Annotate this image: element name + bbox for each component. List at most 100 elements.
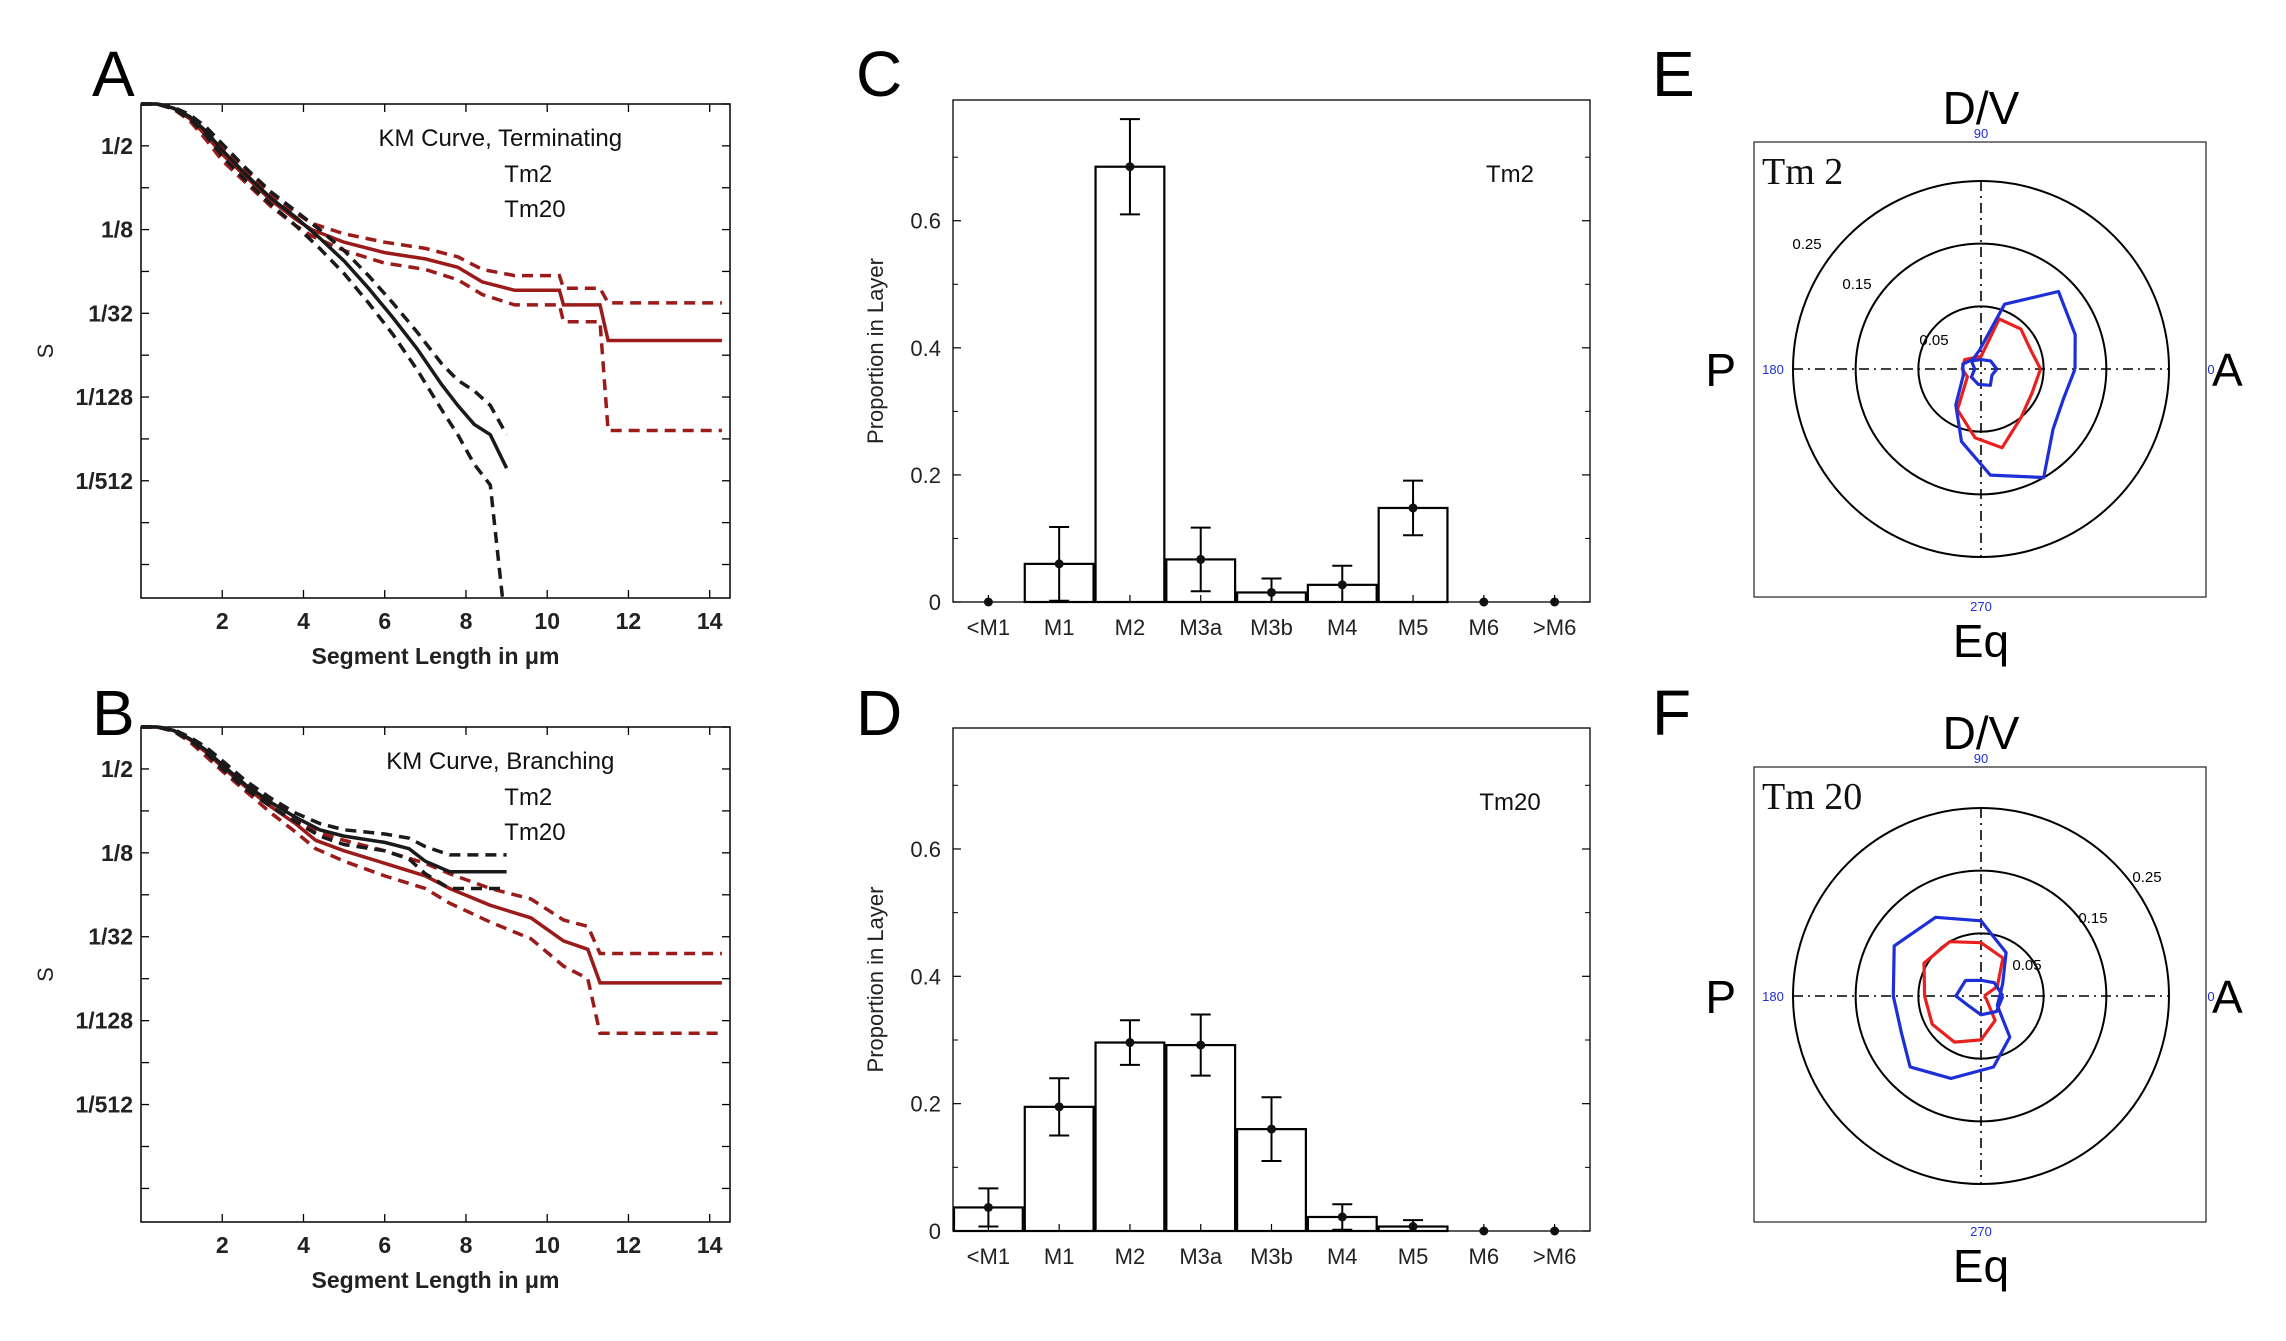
x-tick-label: M1	[1044, 615, 1075, 640]
y-tick-label: 0.6	[910, 209, 941, 234]
x-axis-label: Segment Length in μm	[312, 643, 560, 669]
x-tick-label: M6	[1469, 615, 1500, 640]
x-tick-label: M5	[1398, 1244, 1429, 1269]
angle-label-90: 90	[1974, 126, 1988, 141]
x-tick-label: M4	[1327, 615, 1358, 640]
angle-label-270: 270	[1970, 599, 1992, 614]
compass-label-p: P	[1705, 971, 1736, 1023]
polar-chart-tm20: 0.05 0.15 0.25 90 270 180 0 D/V Eq P A Tm 20	[1705, 707, 2243, 1292]
polar-ring	[1792, 180, 2170, 558]
bar-chart-tm20: 0 0.2 0.4 0.6 <M1 M1 M2 M3a M3b M4 M5 M6 >M6 Tm20 Prop…	[863, 727, 1591, 1269]
x-tick-label: 4	[297, 1232, 310, 1258]
x-tick-label: M6	[1469, 1244, 1500, 1269]
x-tick-label: 14	[697, 608, 723, 634]
bar-M2	[1094, 1041, 1166, 1233]
ring-label: 0.15	[2078, 910, 2107, 927]
polar-frame	[1753, 141, 2207, 598]
x-tick-label: M3b	[1250, 1244, 1293, 1269]
series-tm20-upper-ci	[141, 102, 509, 436]
mean-marker	[1337, 1212, 1347, 1222]
x-tick-label: 2	[216, 1232, 229, 1258]
y-tick-label: 1/128	[75, 384, 133, 410]
bar-M3a	[1165, 1043, 1237, 1233]
y-tick-label: 1/2	[101, 756, 133, 782]
x-tick-label: >M6	[1533, 615, 1576, 640]
x-tick-label: 8	[460, 1232, 473, 1258]
panel-label-f: F	[1652, 677, 1691, 749]
y-tick-label: 1/128	[75, 1008, 133, 1034]
compass-label-eq: Eq	[1953, 615, 2009, 667]
ring-label: 0.25	[2132, 869, 2161, 886]
plot-frame	[140, 726, 731, 1223]
y-tick-label: 1/512	[75, 468, 133, 494]
series-tm2-upper-ci	[141, 725, 722, 956]
angle-label-0: 0	[2207, 362, 2214, 377]
x-tick-label: M5	[1398, 615, 1429, 640]
polar-ring	[1792, 807, 2170, 1185]
x-tick-label: 12	[616, 608, 642, 634]
mean-marker	[1267, 587, 1276, 597]
series-tm20-line	[141, 102, 509, 469]
polar-series-3	[1954, 978, 2005, 1017]
angle-label-180: 180	[1762, 989, 1784, 1004]
x-tick-label: M3a	[1179, 1244, 1223, 1269]
legend-entry-tm20: Tm20	[504, 196, 565, 223]
mean-marker	[983, 1202, 993, 1212]
mean-marker	[1125, 162, 1135, 172]
series-tm20-lower-ci	[141, 102, 505, 599]
x-tick-label: M3b	[1250, 615, 1293, 640]
panel-label-c: C	[856, 38, 902, 110]
y-tick-label: 1/32	[88, 924, 133, 950]
ring-label: 0.05	[2012, 957, 2041, 974]
x-axis-label: Segment Length in μm	[312, 1267, 560, 1293]
mean-marker	[1267, 1124, 1276, 1134]
series-tm2-lower-ci	[141, 102, 722, 433]
y-tick-label: 1/8	[101, 840, 133, 866]
compass-label-eq: Eq	[1953, 1240, 2009, 1292]
angle-label-90: 90	[1974, 751, 1988, 766]
x-tick-label: 10	[534, 1232, 560, 1258]
x-tick-label: <M1	[967, 1244, 1010, 1269]
series-tm20-line	[141, 725, 507, 874]
compass-label-a: A	[2212, 971, 2243, 1023]
y-tick-label: 1/2	[101, 133, 133, 159]
legend-entry-tm2: Tm2	[504, 784, 552, 811]
angle-label-180: 180	[1762, 362, 1784, 377]
polar-frame	[1753, 766, 2207, 1223]
panel-label-e: E	[1652, 38, 1695, 110]
km-chart-branching: 2 4 6 8 10 12 14 1/2 1/8 1/32 1/128 1/512 Segment Le…	[33, 725, 731, 1293]
compass-label-a: A	[2212, 344, 2243, 396]
y-axis-label: S	[33, 344, 58, 359]
y-axis-label: S	[33, 967, 58, 982]
compass-label-p: P	[1705, 344, 1736, 396]
y-tick-label: 0.2	[910, 463, 941, 488]
mean-marker	[1196, 554, 1206, 564]
y-tick-label: 1/8	[101, 217, 133, 243]
x-tick-label: M1	[1044, 1244, 1075, 1269]
x-tick-label: <M1	[967, 615, 1010, 640]
compass-label-dv: D/V	[1943, 707, 2020, 759]
mean-marker	[1337, 580, 1347, 590]
mean-marker	[1196, 1040, 1206, 1050]
y-tick-label: 1/512	[75, 1092, 133, 1118]
panel-label-a: A	[92, 38, 135, 110]
y-tick-label: 0.2	[910, 1092, 941, 1117]
bar-chart-tm2: 0 0.2 0.4 0.6 <M1 M1 M2 M3a M3b M4 M5 M6 >M6 Tm2 Propo…	[863, 99, 1591, 640]
ring-label: 0.25	[1792, 236, 1821, 253]
compass-label-dv: D/V	[1943, 82, 2020, 134]
x-tick-label: M2	[1115, 615, 1146, 640]
y-axis-label: Proportion in Layer	[863, 887, 888, 1073]
legend-title: KM Curve, Terminating	[378, 125, 622, 152]
panel-label-d: D	[856, 677, 902, 749]
y-tick-label: 0.4	[910, 964, 941, 989]
x-tick-label: 6	[378, 1232, 391, 1258]
x-tick-label: 4	[297, 608, 310, 634]
x-tick-label: 14	[697, 1232, 723, 1258]
chart-title: Tm2	[1486, 161, 1534, 188]
bar-M2	[1094, 165, 1166, 604]
legend-title: KM Curve, Branching	[386, 748, 614, 775]
y-axis-label: Proportion in Layer	[863, 258, 888, 444]
polar-series-3	[1969, 358, 1998, 387]
x-tick-label: 10	[534, 608, 560, 634]
